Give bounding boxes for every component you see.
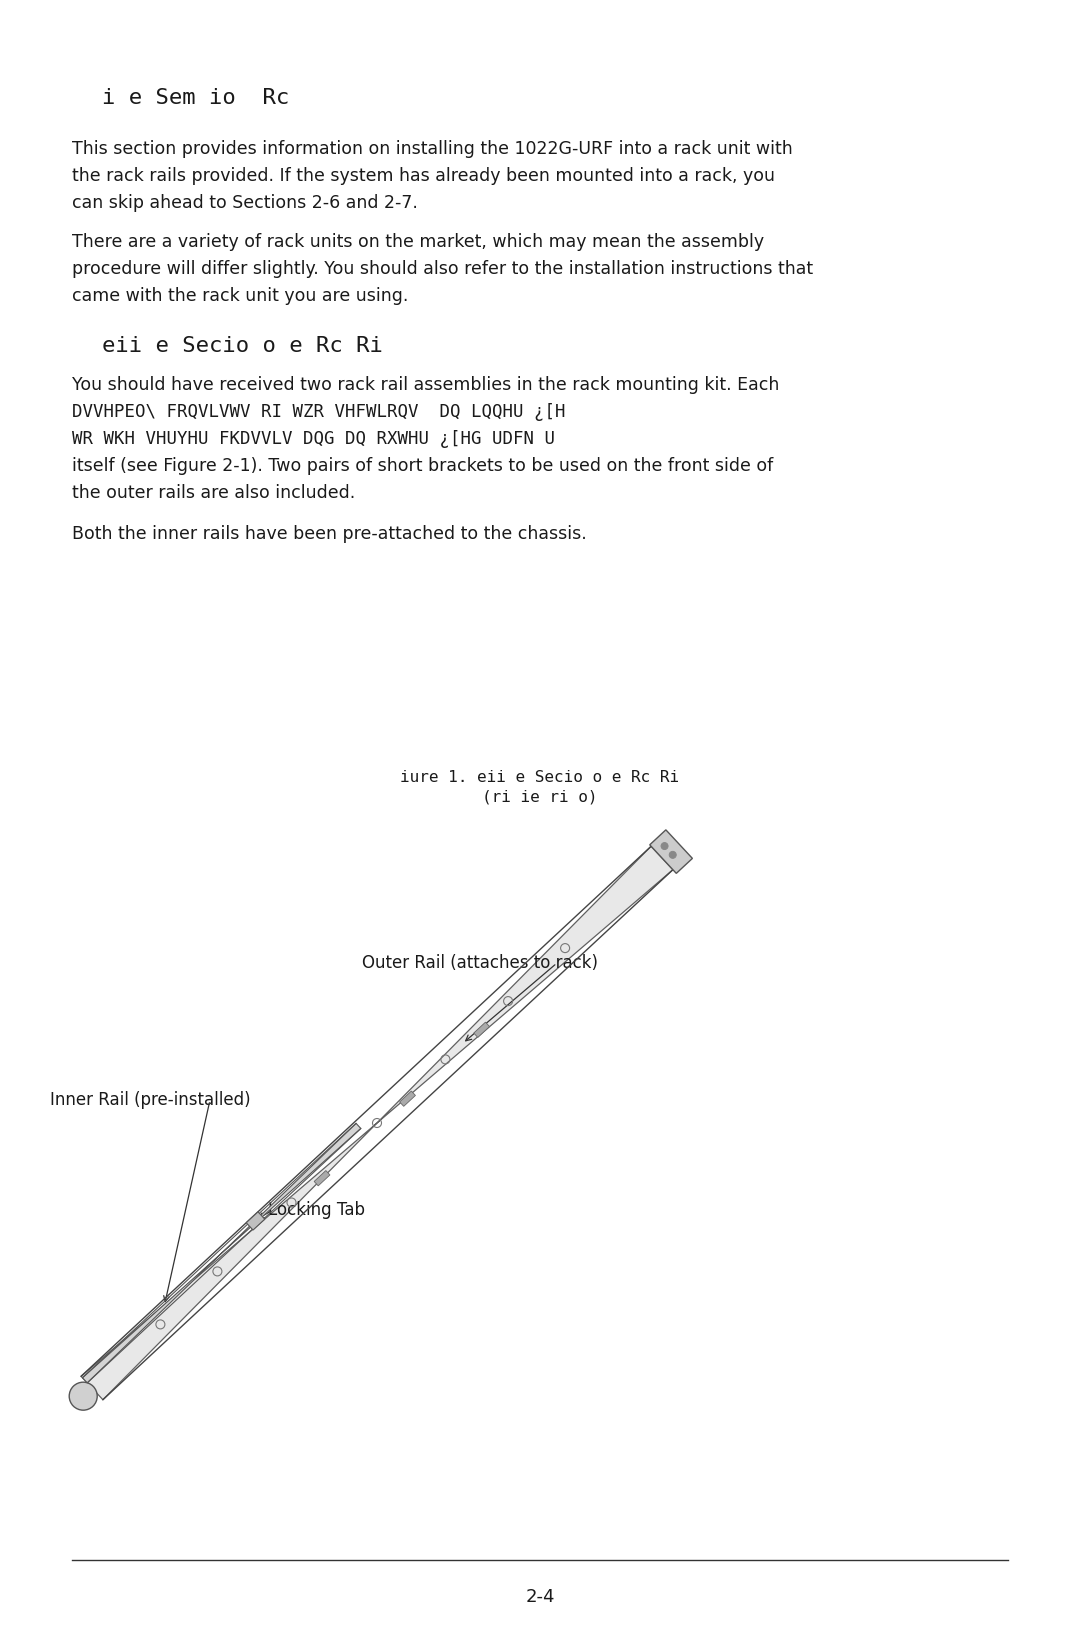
Text: There are a variety of rack units on the market, which may mean the assembly: There are a variety of rack units on the… — [72, 233, 765, 251]
Polygon shape — [474, 1021, 489, 1038]
Text: the outer rails are also included.: the outer rails are also included. — [72, 483, 355, 502]
Circle shape — [670, 851, 676, 858]
Text: Locking Tab: Locking Tab — [268, 1201, 365, 1219]
Text: iure 1. eii e Secio o e Rc Ri: iure 1. eii e Secio o e Rc Ri — [401, 771, 679, 785]
Text: DVVHPEO\ FRQVLVWV RI WZR VHFWLRQV  DQ LQQHU ¿[H: DVVHPEO\ FRQVLVWV RI WZR VHFWLRQV DQ LQQ… — [72, 403, 566, 421]
Text: i e Sem io  Rc: i e Sem io Rc — [102, 87, 289, 107]
Text: Outer Rail (attaches to rack): Outer Rail (attaches to rack) — [362, 954, 598, 972]
Text: came with the rack unit you are using.: came with the rack unit you are using. — [72, 287, 408, 305]
Text: the rack rails provided. If the system has already been mounted into a rack, you: the rack rails provided. If the system h… — [72, 167, 775, 185]
Polygon shape — [400, 1091, 416, 1107]
Text: eii e Secio o e Rc Ri: eii e Secio o e Rc Ri — [102, 337, 383, 356]
Circle shape — [661, 843, 669, 850]
Circle shape — [69, 1383, 97, 1411]
Polygon shape — [82, 1124, 361, 1383]
Text: procedure will differ slightly. You should also refer to the installation instru: procedure will differ slightly. You shou… — [72, 261, 813, 277]
Text: itself (see Figure 2-1). Two pairs of short brackets to be used on the front sid: itself (see Figure 2-1). Two pairs of sh… — [72, 457, 773, 475]
Text: 2-4: 2-4 — [525, 1587, 555, 1605]
Polygon shape — [650, 830, 692, 873]
Text: This section provides information on installing the 1022G-URF into a rack unit w: This section provides information on ins… — [72, 140, 793, 158]
Text: Inner Rail (pre-installed): Inner Rail (pre-installed) — [50, 1091, 251, 1109]
Text: You should have received two rack rail assemblies in the rack mounting kit. Each: You should have received two rack rail a… — [72, 376, 780, 394]
Text: WR WKH VHUYHU FKDVVLV DQG DQ RXWHU ¿[HG UDFN U: WR WKH VHUYHU FKDVVLV DQG DQ RXWHU ¿[HG … — [72, 431, 555, 449]
Polygon shape — [246, 1211, 265, 1229]
Polygon shape — [81, 846, 673, 1399]
Text: can skip ahead to Sections 2-6 and 2-7.: can skip ahead to Sections 2-6 and 2-7. — [72, 195, 418, 211]
Text: (ri ie ri o): (ri ie ri o) — [483, 790, 597, 805]
Polygon shape — [314, 1170, 330, 1186]
Text: Both the inner rails have been pre-attached to the chassis.: Both the inner rails have been pre-attac… — [72, 525, 586, 543]
